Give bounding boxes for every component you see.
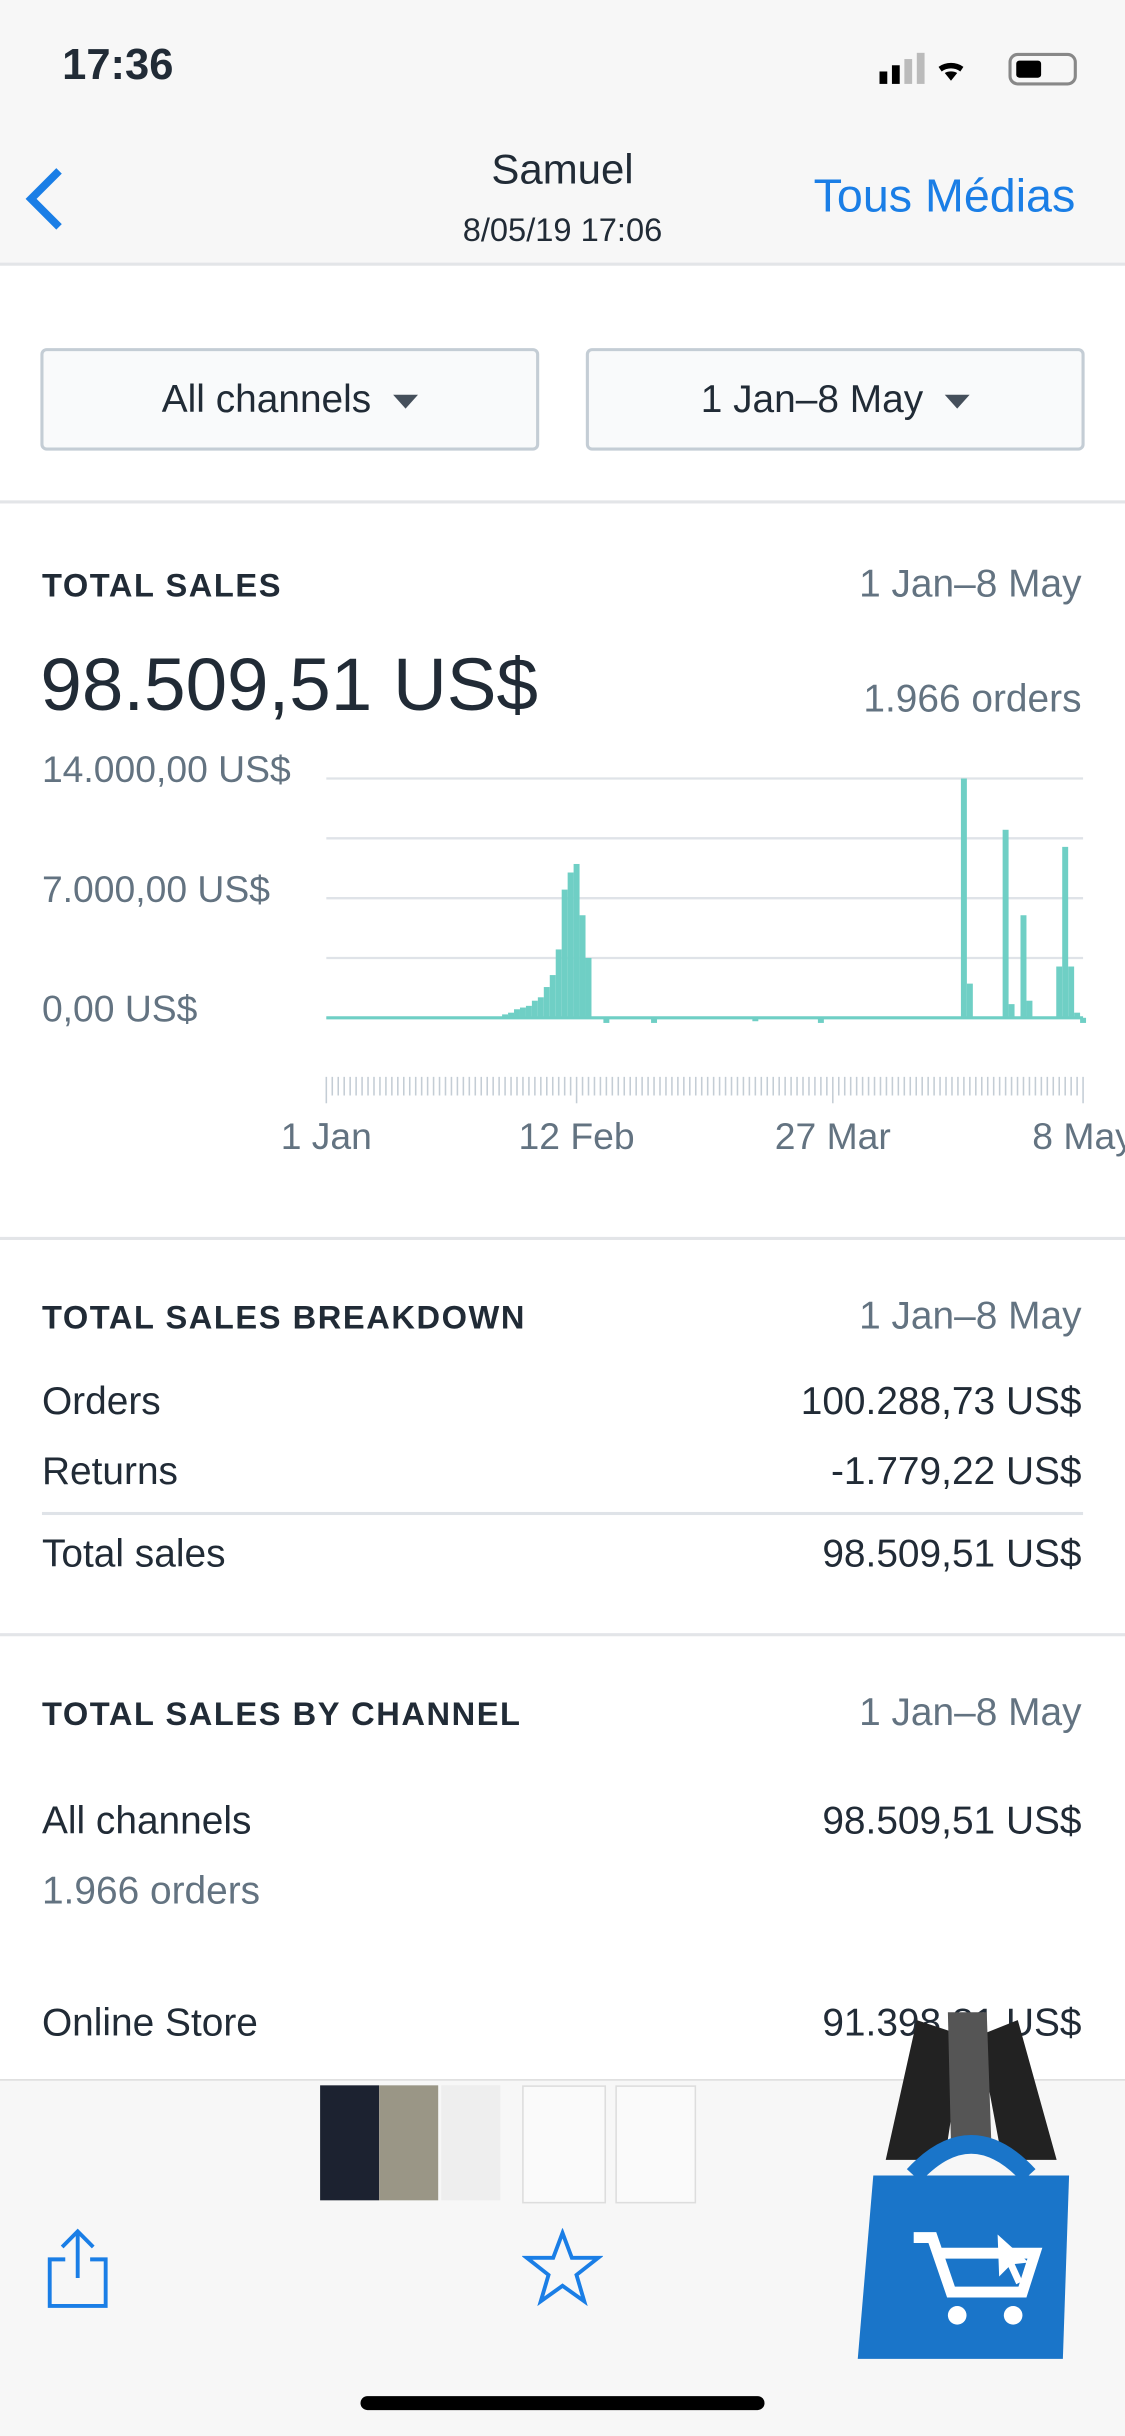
channel-amount: 98.509,51 US$ [822, 1799, 1082, 1843]
x-tick-label: 27 Mar [775, 1115, 891, 1157]
divider [41, 1511, 1084, 1516]
bar [537, 997, 544, 1018]
row-label: Total sales [41, 1532, 226, 1576]
bar [579, 915, 586, 1018]
bar [1068, 966, 1075, 1018]
thumbnail[interactable] [522, 2085, 607, 2204]
bar [585, 957, 592, 1018]
bar [561, 889, 568, 1018]
share-button[interactable] [44, 2225, 112, 2312]
bar [514, 1009, 520, 1018]
favorite-button[interactable] [522, 2228, 603, 2309]
bar [1020, 915, 1027, 1018]
bar [651, 1017, 658, 1023]
row-value: -1.779,22 US$ [830, 1449, 1082, 1494]
bar [1002, 829, 1009, 1018]
thumbnail[interactable] [615, 2085, 697, 2204]
logo-overlay [857, 2012, 1070, 2359]
bar [752, 1017, 759, 1022]
bar [1008, 1004, 1015, 1018]
bar [1074, 1012, 1081, 1018]
x-tick-label: 8 May [1032, 1115, 1125, 1157]
bar [549, 975, 556, 1018]
section-range: 1 Jan–8 May [859, 1294, 1082, 1338]
bar [603, 1017, 610, 1023]
thumbnail[interactable] [379, 2085, 439, 2201]
bar [966, 983, 973, 1018]
bar [502, 1014, 509, 1018]
channel-name: Online Store [41, 2001, 258, 2045]
header-bg [0, 0, 1125, 265]
bar [508, 1012, 515, 1018]
bar [817, 1017, 824, 1023]
section-range: 1 Jan–8 May [859, 562, 1082, 607]
channel-orders: 1.966 orders [41, 1869, 261, 1913]
nav-action[interactable]: Tous Médias [813, 170, 1076, 223]
x-tick-label: 12 Feb [519, 1115, 635, 1157]
row-value: 98.509,51 US$ [822, 1532, 1082, 1576]
x-tick-label: 1 Jan [281, 1115, 372, 1157]
section-heading: TOTAL SALES BY CHANNEL [41, 1696, 522, 1733]
status-time: 17:36 [62, 40, 174, 89]
section-range: 1 Jan–8 May [859, 1690, 1082, 1735]
y-tick-label: 14.000,00 US$ [42, 748, 291, 790]
bar [555, 949, 562, 1018]
y-tick-label: 7.000,00 US$ [42, 868, 270, 910]
total-orders: 1.966 orders [863, 677, 1082, 722]
row-label: Returns [41, 1449, 178, 1494]
nav-subtitle: 8/05/19 17:06 [462, 212, 663, 249]
back-button[interactable] [22, 165, 69, 233]
bar [525, 1005, 532, 1018]
bar [960, 778, 967, 1018]
thumbnail[interactable] [320, 2085, 380, 2201]
section-heading: TOTAL SALES BREAKDOWN [41, 1300, 527, 1337]
nav-title: Samuel [491, 146, 634, 193]
bar [1080, 1017, 1087, 1023]
bar [531, 1000, 538, 1018]
bar [543, 987, 550, 1018]
channel-filter[interactable]: All channels [40, 348, 540, 451]
bar [1062, 846, 1069, 1018]
section-heading: TOTAL SALES [41, 568, 283, 605]
thumbnail[interactable] [441, 2085, 501, 2201]
bar [1056, 966, 1063, 1018]
total-amount: 98.509,51 US$ [40, 644, 539, 728]
channel-name: All channels [41, 1799, 252, 1843]
bar [567, 872, 574, 1018]
status-icons [879, 52, 1077, 86]
row-label: Orders [41, 1379, 161, 1424]
range-filter[interactable]: 1 Jan–8 May [585, 348, 1085, 451]
row-value: 100.288,73 US$ [800, 1379, 1082, 1424]
bar [519, 1007, 526, 1018]
bar [1026, 1000, 1033, 1018]
home-indicator [360, 2396, 765, 2411]
bar [573, 863, 580, 1018]
sales-chart: 0,00 US$ 7.000,00 US$ 14.000,00 US$ 1 Jan 12… [42, 748, 1125, 1157]
y-tick-label: 0,00 US$ [42, 987, 198, 1029]
